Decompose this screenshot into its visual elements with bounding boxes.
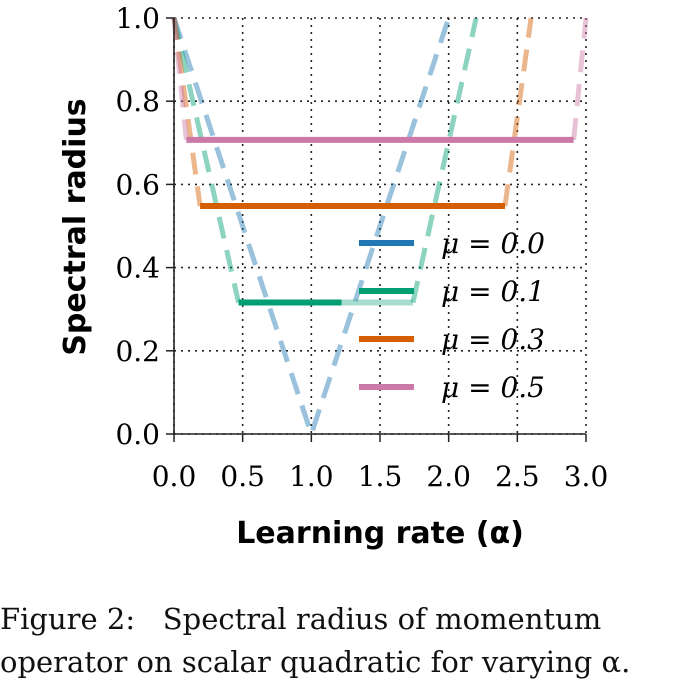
series-line-dashed (171, 17, 452, 442)
legend-label: μ = 0.0 (441, 227, 545, 260)
x-tick-label: 2.0 (426, 460, 471, 493)
x-tick-label: 1.5 (358, 460, 403, 493)
series-lines (171, 17, 589, 442)
legend: μ = 0.0 μ = 0.1 μ = 0.3 μ = 0.5 (359, 227, 545, 404)
x-tick-label: 3.0 (564, 460, 609, 493)
caption-line-1: Figure 2: Spectral radius of momentum (0, 602, 602, 636)
y-tick-label: 0.4 (115, 252, 160, 285)
x-tick-label: 0.5 (220, 460, 265, 493)
y-tick-label: 0.8 (115, 85, 160, 118)
spectral-radius-chart: 0.0 0.5 1.0 1.5 2.0 2.5 3.00.00.20.40.60.81.0 … (58, 2, 608, 551)
legend-label: μ = 0.1 (441, 275, 545, 308)
series-line-dashed (171, 17, 241, 304)
y-tick-label: 0.2 (115, 335, 160, 368)
y-tick-label: 0.6 (115, 168, 160, 201)
axes: 0.0 0.5 1.0 1.5 2.0 2.5 3.0 0.0 0.2 0.4 0.6 0.8 1.0 (115, 2, 608, 493)
series-line-dashed (171, 17, 203, 207)
legend-label: μ = 0.3 (441, 323, 545, 356)
y-tick-label: 0.0 (115, 418, 160, 451)
legend-label: μ = 0.5 (441, 371, 545, 404)
caption-line-2: operator on scalar quadratic for varying… (0, 645, 631, 679)
y-tick-label: 1.0 (115, 2, 160, 35)
x-tick-label: 0.0 (152, 460, 197, 493)
series-line-dashed (410, 17, 479, 304)
x-tick-label: 2.5 (495, 460, 540, 493)
x-tick-label: 1.0 (289, 460, 334, 493)
x-axis-label: Learning rate (α) (236, 516, 524, 551)
figure-caption: Figure 2: Spectral radius of momentum op… (0, 598, 687, 684)
y-axis-label: Spectral radius (58, 98, 93, 355)
series-line-dashed (571, 17, 589, 141)
series-line-dashed (171, 17, 189, 141)
